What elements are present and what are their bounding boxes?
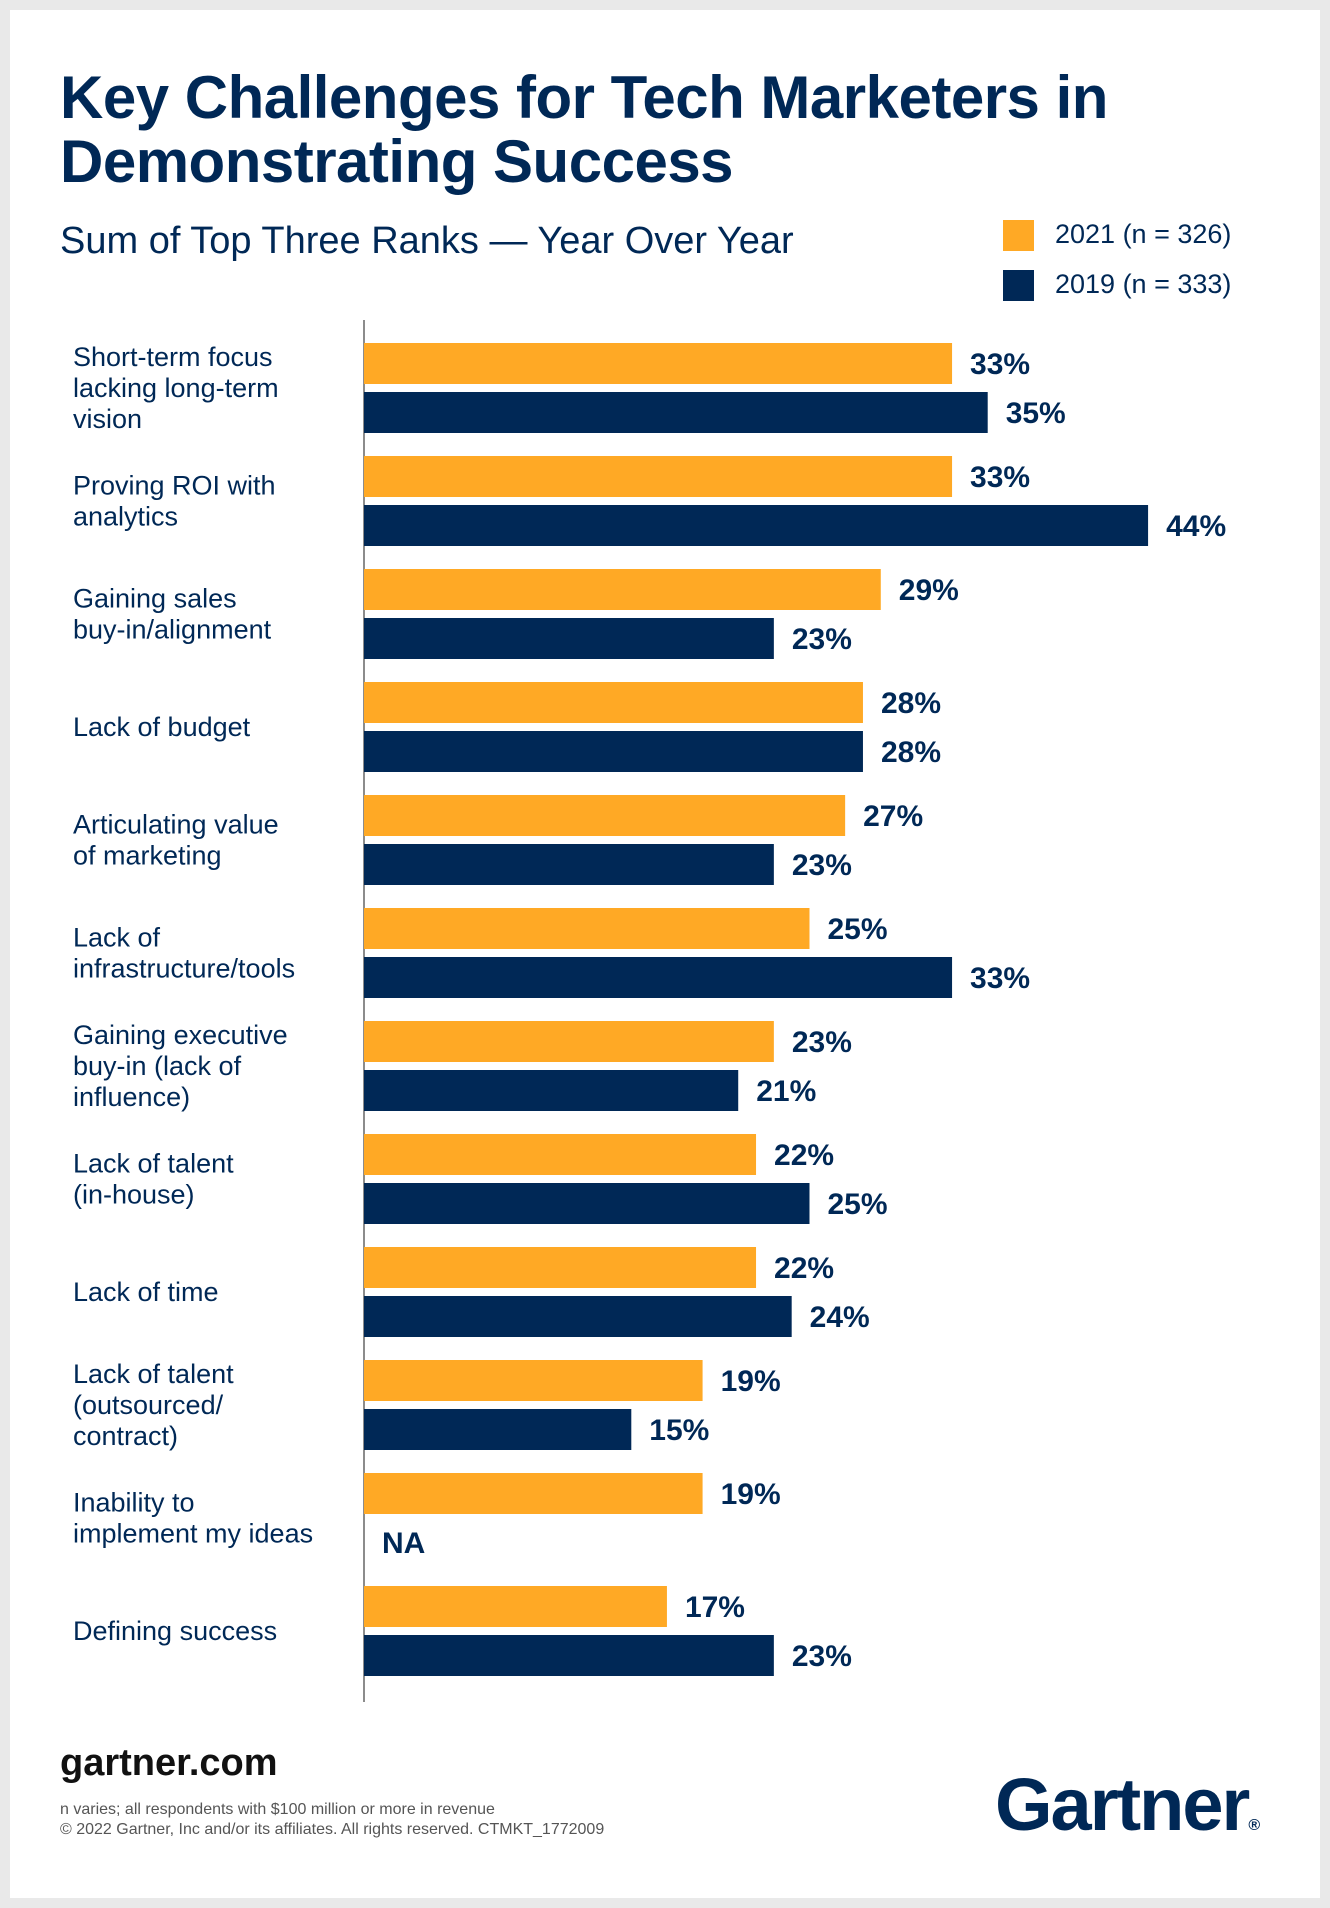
bar-2019 [364,505,1149,546]
value-label-2019: 23% [792,623,852,656]
category-label-line: Lack of time [73,1277,219,1307]
category-label-line: (outsourced/ [73,1390,224,1420]
category-label: Gaining executive buy-in (lack of influenc… [73,1020,288,1112]
category-label: Defining success [73,1616,277,1646]
bar-2019 [364,957,953,998]
bar-2019 [364,392,988,433]
value-label-2021: 19% [721,1365,781,1398]
gartner-logo-text: Gartner [995,1763,1250,1846]
legend-swatch-2021 [1003,220,1034,251]
category-label-line: Gaining sales [73,584,237,614]
bar-2021 [364,682,863,723]
value-label-2019: 15% [649,1414,709,1447]
legend-swatch-2019 [1003,270,1034,301]
value-label-2019: 44% [1166,510,1226,543]
bar-2019 [364,1183,810,1224]
category-label-line: Short-term focus [73,342,273,372]
category-label-line: Defining success [73,1616,277,1646]
category-label: Inability to implement my ideas [73,1488,313,1549]
bar-2019 [364,618,774,659]
value-label-2019: 24% [810,1301,870,1334]
footnote: n varies; all respondents with $100 mill… [60,1801,495,1818]
bar-2021 [364,1473,703,1514]
value-label-2019: 21% [756,1075,816,1108]
value-label-2021: 17% [685,1591,745,1624]
bar-2019 [364,1409,632,1450]
category-label-line: vision [73,404,142,434]
bar-2019 [364,1635,774,1676]
value-label-2019: 33% [970,962,1030,995]
value-label-2021: 27% [863,800,923,833]
category-label: Lack of talent (outsourced/contract) [73,1359,234,1451]
value-label-2021: 23% [792,1026,852,1059]
bar-2019 [364,1070,739,1111]
value-label-2021: 22% [774,1139,834,1172]
bar-2021 [364,1021,774,1062]
value-label-2019: 23% [792,1640,852,1673]
value-label-2019: 28% [881,736,941,769]
category-label-line: buy-in/alignment [73,615,272,645]
value-label-2021: 29% [899,574,959,607]
registered-mark: ® [1248,1817,1261,1834]
bar-2021 [364,1360,703,1401]
bar-2021 [364,908,810,949]
category-label-line: Proving ROI with [73,471,276,501]
legend-label-2021: 2021 (n = 326) [1055,219,1232,249]
value-label-2021: 28% [881,687,941,720]
copyright: © 2022 Gartner, Inc and/or its affiliate… [60,1821,605,1838]
category-label-line: analytics [73,502,178,532]
category-label-line: influence) [73,1082,190,1112]
category-label-line: Inability to [73,1488,195,1518]
category-label: Lack of infrastructure/tools [73,923,295,984]
value-label-2021: 33% [970,348,1030,381]
bar-2021 [364,456,953,497]
category-label: Articulating value of marketing [73,810,279,871]
bar-2021 [364,343,953,384]
category-label-line: Lack of talent [73,1149,234,1179]
chart-subtitle: Sum of Top Three Ranks — Year Over Year [60,220,794,262]
category-label-line: implement my ideas [73,1519,313,1549]
category-label-line: Articulating value [73,810,279,840]
infographic-card [10,10,1320,1898]
bar-2019 [364,1296,792,1337]
chart-title: Key Challenges for Tech Marketers in Dem… [60,64,1108,195]
category-label: Gaining sales buy-in/alignment [73,584,272,645]
category-label: Lack of budget [73,712,251,742]
value-label-2021: 22% [774,1252,834,1285]
bar-2021 [364,795,846,836]
category-label: Lack of time [73,1277,219,1307]
category-label-line: (in-house) [73,1180,195,1210]
category-label-line: infrastructure/tools [73,954,295,984]
category-label-line: Lack of [73,923,161,953]
category-label-line: Lack of talent [73,1359,234,1389]
category-label: Proving ROI with analytics [73,471,276,532]
category-label-line: contract) [73,1421,178,1451]
legend-label-2019: 2019 (n = 333) [1055,269,1232,299]
category-label: Short-term focus lacking long-term vision [73,342,279,434]
bar-2021 [364,1134,757,1175]
category-label-line: Gaining executive [73,1020,288,1050]
bar-2021 [364,569,881,610]
value-label-2021: 33% [970,461,1030,494]
value-label-2019: 35% [1006,397,1066,430]
value-label-2021: 19% [721,1478,781,1511]
category-label: Lack of talent (in-house) [73,1149,234,1210]
bar-2021 [364,1247,757,1288]
bar-2019 [364,844,774,885]
category-label-line: Lack of budget [73,712,251,742]
value-label-2019: 25% [828,1188,888,1221]
category-label-line: of marketing [73,841,222,871]
footer-url: gartner.com [60,1742,278,1784]
value-label-2019: NA [382,1527,425,1560]
category-label-line: lacking long-term [73,373,279,403]
value-label-2021: 25% [828,913,888,946]
value-label-2019: 23% [792,849,852,882]
bar-2021 [364,1586,667,1627]
gartner-logo: Gartner® [995,1765,1260,1866]
bar-2019 [364,731,863,772]
category-label-line: buy-in (lack of [73,1051,242,1081]
